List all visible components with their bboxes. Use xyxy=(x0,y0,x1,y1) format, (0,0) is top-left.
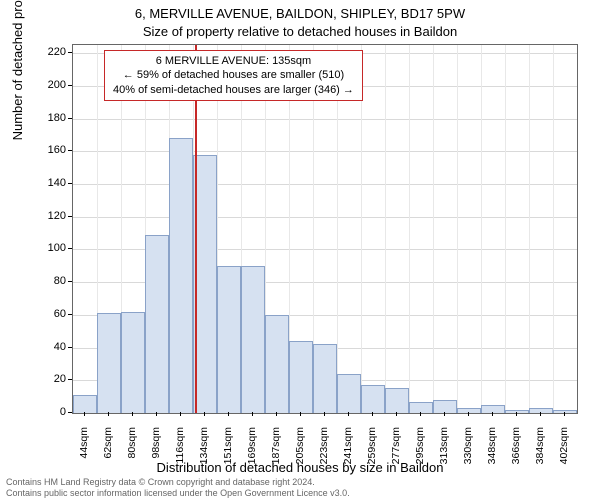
x-tick-label: 241sqm xyxy=(342,427,354,477)
x-tick-mark xyxy=(420,412,421,416)
x-tick-label: 295sqm xyxy=(414,427,426,477)
histogram-bar xyxy=(121,312,145,413)
histogram-bar xyxy=(265,315,289,413)
histogram-bar xyxy=(481,405,505,413)
x-tick-label: 402sqm xyxy=(558,427,570,477)
histogram-bar xyxy=(313,344,337,413)
x-tick-mark xyxy=(396,412,397,416)
x-tick-label: 223sqm xyxy=(318,427,330,477)
x-tick-mark xyxy=(300,412,301,416)
x-tick-label: 277sqm xyxy=(390,427,402,477)
x-tick-mark xyxy=(108,412,109,416)
x-tick-label: 384sqm xyxy=(534,427,546,477)
x-tick-mark xyxy=(540,412,541,416)
y-tick-label: 180 xyxy=(26,112,66,124)
annotation-line-1: 6 MERVILLE AVENUE: 135sqm xyxy=(113,54,354,68)
y-tick-label: 140 xyxy=(26,177,66,189)
x-tick-mark xyxy=(564,412,565,416)
gridline-h xyxy=(73,217,577,218)
gridline-v xyxy=(385,45,386,413)
x-tick-mark xyxy=(180,412,181,416)
histogram-bar xyxy=(457,408,481,413)
footer-line-1: Contains HM Land Registry data © Crown c… xyxy=(6,477,350,487)
histogram-bar xyxy=(337,374,361,413)
gridline-h xyxy=(73,184,577,185)
x-tick-mark xyxy=(276,412,277,416)
x-tick-mark xyxy=(204,412,205,416)
histogram-bar xyxy=(529,408,553,413)
x-tick-mark xyxy=(348,412,349,416)
x-tick-mark xyxy=(156,412,157,416)
x-tick-mark xyxy=(468,412,469,416)
y-tick-label: 220 xyxy=(26,46,66,58)
x-tick-label: 366sqm xyxy=(510,427,522,477)
y-tick-label: 20 xyxy=(26,373,66,385)
histogram-bar xyxy=(169,138,193,413)
y-axis-label: Number of detached properties xyxy=(10,0,25,140)
histogram-bar xyxy=(505,410,529,413)
y-tick-label: 80 xyxy=(26,275,66,287)
x-tick-mark xyxy=(132,412,133,416)
histogram-bar xyxy=(73,395,97,413)
y-tick-label: 100 xyxy=(26,242,66,254)
gridline-v xyxy=(409,45,410,413)
y-tick-label: 40 xyxy=(26,341,66,353)
chart-title-address: 6, MERVILLE AVENUE, BAILDON, SHIPLEY, BD… xyxy=(0,6,600,21)
histogram-bar xyxy=(553,410,577,413)
annotation-line-2: ← 59% of detached houses are smaller (51… xyxy=(113,68,354,82)
x-tick-label: 62sqm xyxy=(102,427,114,477)
histogram-bar xyxy=(409,402,433,413)
x-tick-label: 205sqm xyxy=(294,427,306,477)
gridline-h xyxy=(73,151,577,152)
histogram-bar xyxy=(97,313,121,413)
x-tick-mark xyxy=(516,412,517,416)
x-tick-label: 259sqm xyxy=(366,427,378,477)
x-tick-label: 80sqm xyxy=(126,427,138,477)
x-tick-label: 169sqm xyxy=(246,427,258,477)
gridline-v xyxy=(505,45,506,413)
x-tick-label: 44sqm xyxy=(78,427,90,477)
x-tick-label: 151sqm xyxy=(222,427,234,477)
annotation-box: 6 MERVILLE AVENUE: 135sqm← 59% of detach… xyxy=(104,50,363,101)
gridline-v xyxy=(433,45,434,413)
x-tick-label: 187sqm xyxy=(270,427,282,477)
x-tick-mark xyxy=(252,412,253,416)
y-tick-label: 0 xyxy=(26,406,66,418)
x-tick-mark xyxy=(324,412,325,416)
histogram-bar xyxy=(241,266,265,413)
x-tick-label: 116sqm xyxy=(174,427,186,477)
gridline-h xyxy=(73,119,577,120)
x-tick-mark xyxy=(444,412,445,416)
histogram-bar xyxy=(217,266,241,413)
x-tick-label: 313sqm xyxy=(438,427,450,477)
attribution-footer: Contains HM Land Registry data © Crown c… xyxy=(6,477,350,498)
y-tick-label: 200 xyxy=(26,79,66,91)
x-tick-label: 98sqm xyxy=(150,427,162,477)
histogram-bar xyxy=(145,235,169,413)
footer-line-2: Contains public sector information licen… xyxy=(6,488,350,498)
y-tick-label: 120 xyxy=(26,210,66,222)
chart-title-subtitle: Size of property relative to detached ho… xyxy=(0,24,600,39)
histogram-bar xyxy=(385,388,409,413)
x-tick-label: 348sqm xyxy=(486,427,498,477)
gridline-v xyxy=(457,45,458,413)
x-tick-mark xyxy=(84,412,85,416)
x-tick-label: 134sqm xyxy=(198,427,210,477)
x-tick-mark xyxy=(492,412,493,416)
histogram-bar xyxy=(433,400,457,413)
gridline-v xyxy=(481,45,482,413)
y-tick-label: 160 xyxy=(26,144,66,156)
x-tick-mark xyxy=(372,412,373,416)
annotation-line-3: 40% of semi-detached houses are larger (… xyxy=(113,83,354,97)
gridline-v xyxy=(553,45,554,413)
y-tick-label: 60 xyxy=(26,308,66,320)
histogram-bar xyxy=(361,385,385,413)
x-tick-mark xyxy=(228,412,229,416)
gridline-v xyxy=(529,45,530,413)
histogram-bar xyxy=(289,341,313,413)
x-tick-label: 330sqm xyxy=(462,427,474,477)
